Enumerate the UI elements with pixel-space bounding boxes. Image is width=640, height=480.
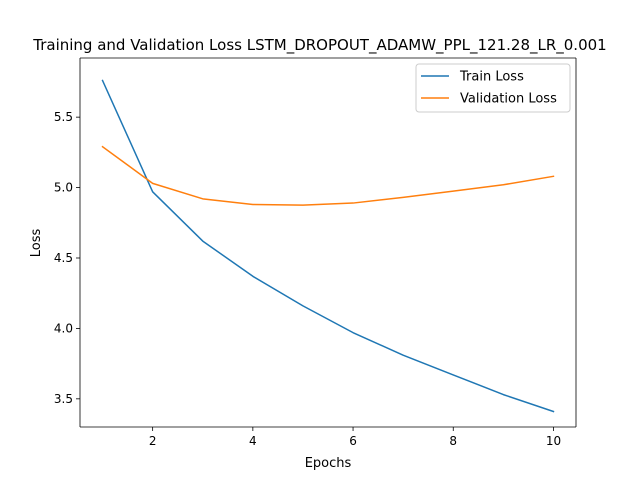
y-tick-label: 4.5 xyxy=(54,251,73,265)
legend: Train Loss Validation Loss xyxy=(415,63,571,113)
x-tick-label: 10 xyxy=(546,434,561,448)
y-tick-label: 4.0 xyxy=(54,321,73,335)
plot-area xyxy=(80,58,576,427)
x-tick-label: 2 xyxy=(149,434,157,448)
legend-box xyxy=(415,63,571,113)
y-axis-ticks: 3.5 4.0 4.5 5.0 5.5 xyxy=(54,110,80,406)
x-tick-label: 4 xyxy=(249,434,257,448)
y-tick-label: 3.5 xyxy=(54,392,73,406)
chart-title: Training and Validation Loss LSTM_DROPOU… xyxy=(32,36,606,55)
y-tick-label: 5.5 xyxy=(54,110,73,124)
x-tick-label: 6 xyxy=(349,434,357,448)
y-axis-label: Loss xyxy=(29,229,44,258)
x-tick-label: 8 xyxy=(449,434,457,448)
series-layer xyxy=(101,79,555,413)
legend-label: Train Loss xyxy=(459,70,524,85)
series-line-validation-loss xyxy=(101,145,555,206)
series-line-train-loss xyxy=(101,79,555,413)
x-axis-label: Epochs xyxy=(305,456,352,471)
legend-items: Train Loss Validation Loss xyxy=(421,70,557,107)
legend-label: Validation Loss xyxy=(460,92,557,107)
y-tick-label: 5.0 xyxy=(54,181,73,195)
axes-frame xyxy=(79,57,577,428)
x-axis-ticks: 2 4 6 8 10 xyxy=(149,427,561,448)
